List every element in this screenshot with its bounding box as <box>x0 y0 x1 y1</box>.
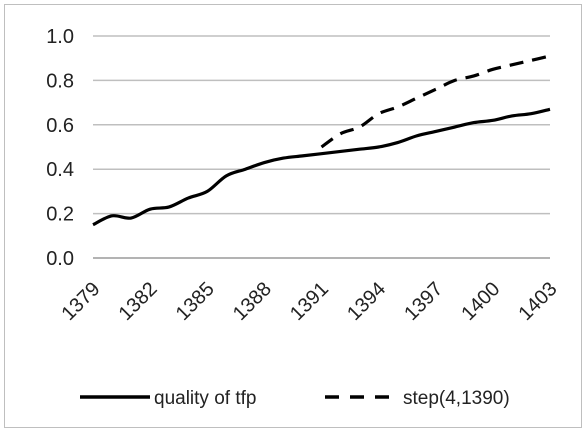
gridlines <box>93 35 550 259</box>
x-tick-label: 1391 <box>286 278 333 325</box>
chart-frame <box>4 4 582 428</box>
y-axis-ticks: 0.0 0.2 0.4 0.6 0.8 1.0 <box>46 26 74 270</box>
x-tick-label: 1403 <box>515 278 562 325</box>
x-axis-ticks: 1379 1382 1385 1388 1391 1394 1397 1400 1403 <box>58 278 562 325</box>
y-tick-label: 0.0 <box>46 248 74 270</box>
series-line-1 <box>92 107 551 227</box>
series-lines <box>92 54 551 227</box>
y-tick-label: 1.0 <box>46 26 74 48</box>
x-tick-label: 1397 <box>400 278 447 325</box>
y-tick-label: 0.6 <box>46 115 74 137</box>
x-tick-label: 1400 <box>457 278 504 325</box>
y-tick-label: 0.8 <box>46 70 74 92</box>
x-tick-label: 1382 <box>115 278 162 325</box>
x-tick-label: 1394 <box>343 278 390 325</box>
x-tick-label: 1385 <box>172 278 219 325</box>
x-tick-label: 1379 <box>58 278 105 325</box>
legend: quality of tfp step(4,1390) <box>80 388 510 409</box>
series-line-2 <box>320 54 551 149</box>
legend-label-1: quality of tfp <box>154 388 256 409</box>
x-tick-label: 1388 <box>229 278 276 325</box>
legend-label-2: step(4,1390) <box>403 388 510 409</box>
y-tick-label: 0.4 <box>46 159 74 181</box>
y-tick-label: 0.2 <box>46 204 74 226</box>
